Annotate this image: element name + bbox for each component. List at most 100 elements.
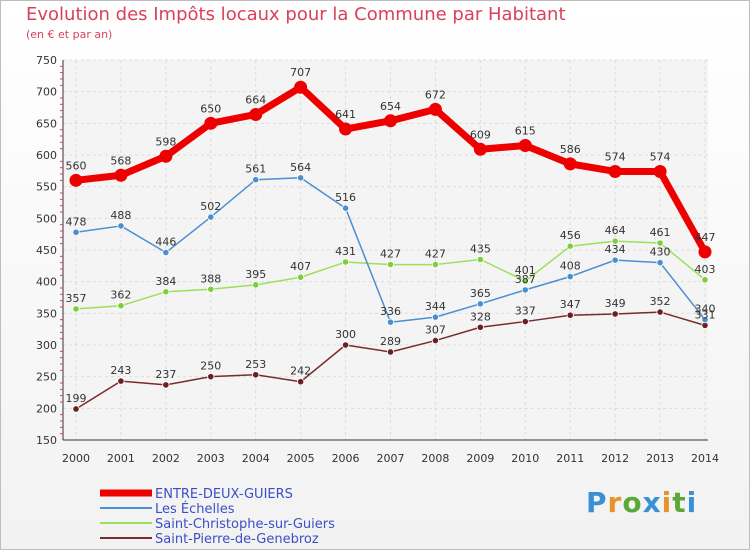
data-labels: 560 568 598 650 664 707 641 654 672 609 615 586 574 5…	[66, 66, 716, 405]
x-tick-label: 2007	[377, 452, 405, 465]
x-tick-label: 2011	[556, 452, 584, 465]
legend-label: Saint-Pierre-de-Genebroz	[155, 532, 319, 547]
data-label: 664	[245, 93, 266, 106]
data-point	[117, 377, 125, 385]
chart-subtitle: (en € et par an)	[26, 28, 113, 41]
data-point	[252, 281, 260, 289]
x-axis-ticks: 2000 2001 2002 2003 2004 2005 2006 2007 2008 2009…	[62, 452, 719, 465]
logo-letter: i	[661, 486, 673, 519]
logo-letter: t	[672, 486, 687, 519]
data-point	[117, 222, 125, 230]
data-point	[162, 381, 170, 389]
legend-label: Saint-Christophe-sur-Guiers	[155, 517, 335, 532]
data-label: 300	[335, 328, 356, 341]
data-label: 488	[110, 209, 131, 222]
y-tick-label: 300	[36, 339, 57, 352]
y-tick-label: 250	[36, 371, 57, 384]
data-point	[72, 305, 80, 313]
data-point	[72, 405, 80, 413]
data-label: 365	[470, 287, 491, 300]
data-point	[386, 318, 395, 326]
data-point	[566, 311, 574, 319]
y-tick-label: 350	[36, 307, 57, 320]
data-label: 615	[515, 125, 536, 138]
data-point	[521, 317, 529, 326]
data-label: 650	[200, 102, 221, 115]
data-label: 289	[380, 335, 401, 348]
data-label: 250	[200, 360, 221, 373]
data-label: 407	[290, 260, 311, 273]
data-label: 384	[155, 275, 176, 288]
y-tick-label: 400	[36, 276, 57, 289]
data-point	[294, 80, 308, 94]
data-point	[521, 277, 529, 285]
data-label: 328	[470, 310, 491, 323]
data-point	[386, 260, 395, 269]
data-point	[611, 256, 619, 264]
data-point	[518, 139, 532, 152]
series-lines	[69, 80, 712, 413]
data-point	[159, 149, 173, 163]
data-label: 427	[380, 248, 401, 261]
data-point	[656, 239, 664, 247]
y-tick-label: 150	[36, 434, 57, 447]
data-point	[566, 242, 574, 250]
data-point	[563, 157, 577, 171]
data-point	[653, 164, 667, 178]
data-point	[608, 164, 622, 178]
data-label: 349	[605, 297, 626, 310]
data-point	[162, 248, 170, 257]
data-label: 561	[245, 163, 266, 176]
data-label: 357	[66, 292, 87, 305]
x-tick-label: 2001	[107, 452, 135, 465]
data-label: 641	[335, 108, 356, 121]
x-tick-label: 2009	[466, 452, 494, 465]
data-label: 707	[290, 66, 311, 79]
data-label: 340	[695, 303, 716, 316]
data-point	[473, 142, 487, 156]
data-point	[341, 258, 350, 266]
data-point	[611, 310, 619, 318]
data-label: 456	[560, 229, 581, 242]
logo-letter: P	[586, 486, 608, 519]
data-label: 461	[650, 226, 671, 239]
data-point	[656, 308, 664, 316]
y-tick-label: 650	[36, 117, 57, 130]
data-point	[249, 107, 263, 121]
data-point	[476, 300, 484, 308]
x-tick-label: 2005	[287, 452, 315, 465]
data-point	[428, 102, 442, 116]
y-tick-label: 750	[36, 54, 57, 67]
chart-title: Evolution des Impôts locaux pour la Comm…	[26, 4, 566, 25]
data-label: 347	[560, 298, 581, 311]
data-label: 516	[335, 191, 356, 204]
data-label: 434	[605, 243, 626, 256]
x-tick-label: 2002	[152, 452, 180, 465]
data-point	[656, 259, 664, 267]
x-tick-label: 2012	[601, 452, 629, 465]
logo-letter: r	[607, 486, 623, 519]
x-tick-label: 2004	[242, 452, 270, 465]
data-label: 564	[290, 161, 311, 174]
data-label: 199	[66, 392, 87, 405]
data-label: 408	[560, 260, 581, 273]
data-point	[566, 272, 574, 281]
data-point	[252, 371, 260, 379]
logo-letter: i	[686, 486, 698, 519]
data-label: 243	[110, 364, 131, 377]
data-label: 502	[200, 200, 221, 213]
y-tick-label: 200	[36, 402, 57, 415]
x-tick-label: 2003	[197, 452, 225, 465]
data-label: 352	[650, 295, 671, 308]
x-tick-label: 2008	[421, 452, 449, 465]
legend-label: ENTRE-DEUX-GUIERS	[155, 487, 293, 502]
data-label: 478	[66, 215, 87, 228]
data-label: 586	[560, 143, 581, 156]
y-tick-label: 550	[36, 181, 57, 194]
data-label: 568	[110, 154, 131, 167]
data-label: 337	[515, 305, 536, 318]
data-point	[431, 336, 440, 345]
data-point	[252, 176, 260, 184]
data-label: 395	[245, 268, 266, 281]
